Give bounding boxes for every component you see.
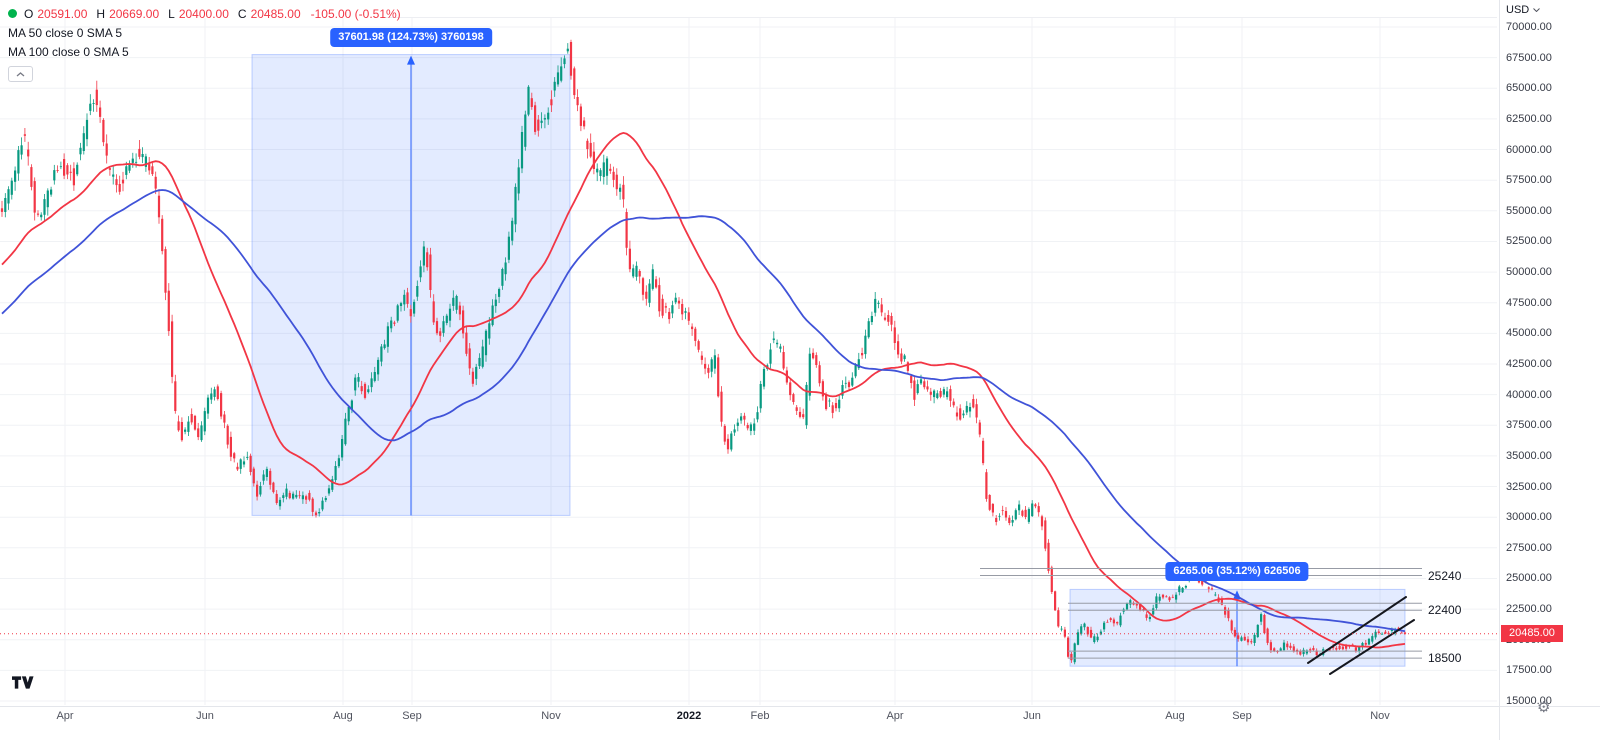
high-label: H (96, 6, 106, 21)
ohlc-row[interactable]: O 20591.00 H 20669.00 L 20400.00 C 20485.00 … (8, 6, 401, 21)
header-divider (383, 17, 1497, 18)
price-tick-label: 47500.00 (1506, 296, 1552, 309)
open-value: 20591.00 (37, 6, 88, 21)
close-label: C (237, 6, 247, 21)
time-tick-label[interactable]: Jun (1023, 710, 1041, 722)
settings-gear-icon[interactable]: ⚙ (1531, 697, 1556, 717)
price-axis-divider (1499, 0, 1500, 740)
measure-layer[interactable] (251, 54, 1406, 667)
time-tick-label[interactable]: Nov (541, 710, 561, 722)
price-tick-label: 57500.00 (1506, 174, 1552, 187)
price-tick-label: 35000.00 (1506, 449, 1552, 462)
price-tick-label: 55000.00 (1506, 204, 1552, 217)
price-tick-label: 37500.00 (1506, 419, 1552, 432)
price-tick-label: 17500.00 (1506, 664, 1552, 677)
price-tick-label: 62500.00 (1506, 112, 1552, 125)
price-tick-label: 32500.00 (1506, 480, 1552, 493)
candles-layer (0, 39, 1407, 665)
currency-selector[interactable]: USD (1506, 4, 1541, 16)
time-tick-label[interactable]: Aug (333, 710, 353, 722)
price-tick-label: 25000.00 (1506, 572, 1552, 585)
price-tick-label: 65000.00 (1506, 82, 1552, 95)
time-tick-label[interactable]: Sep (402, 710, 422, 722)
time-tick-label[interactable]: Sep (1232, 710, 1252, 722)
level-label-0[interactable]: 25240 (1426, 567, 1464, 584)
market-status-icon (8, 9, 17, 18)
currency-label: USD (1506, 4, 1530, 16)
ma-line-1 (1, 189, 1406, 633)
time-axis[interactable]: Apr Jun Aug Sep Nov 2022 Feb Apr Jun Aug Sep Nov (0, 710, 1500, 736)
chevron-up-icon (16, 71, 25, 76)
indicator-ma50-legend[interactable]: MA 50 close 0 SMA 5 (8, 26, 123, 40)
price-tick-label: 67500.00 (1506, 51, 1552, 64)
time-axis-divider (0, 706, 1600, 707)
chart-legend: O 20591.00 H 20669.00 L 20400.00 C 20485.00 … (8, 6, 401, 82)
price-tick-label: 42500.00 (1506, 358, 1552, 370)
price-tick-label: 50000.00 (1506, 266, 1552, 279)
time-tick-label[interactable]: Jun (196, 710, 214, 722)
price-tick-label: 70000.00 (1506, 21, 1552, 33)
measurement-label-1[interactable]: 6265.06 (35.12%) 626506 (1165, 562, 1309, 582)
level-label-2[interactable]: 18500 (1426, 650, 1464, 667)
price-tick-label: 27500.00 (1506, 541, 1552, 554)
price-tick-label: 30000.00 (1506, 511, 1552, 524)
close-value: 20485.00 (250, 6, 301, 21)
time-tick-label[interactable]: Apr (886, 710, 904, 722)
price-tick-label: 40000.00 (1506, 388, 1552, 401)
collapse-legend-button[interactable] (8, 66, 33, 82)
time-tick-label[interactable]: 2022 (676, 710, 702, 722)
price-tick-label: 60000.00 (1506, 143, 1552, 156)
low-label: L (168, 6, 175, 21)
tradingview-logo[interactable] (12, 676, 34, 694)
current-price-badge[interactable]: 20485.00 (1501, 624, 1563, 642)
time-tick-label[interactable]: Aug (1165, 710, 1185, 722)
tradingview-logo-icon (12, 676, 34, 689)
open-label: O (24, 6, 34, 21)
low-value: 20400.00 (178, 6, 229, 21)
price-tick-label: 52500.00 (1506, 235, 1552, 248)
time-tick-label[interactable]: Feb (750, 710, 770, 722)
price-tick-label: 22500.00 (1506, 603, 1552, 616)
ma-line-0 (1, 131, 1406, 649)
high-value: 20669.00 (109, 6, 160, 21)
measurement-label-0[interactable]: 37601.98 (124.73%) 3760198 (330, 27, 492, 47)
change-value: -105.00 (-0.51%) (310, 6, 401, 21)
ma-layer (1, 131, 1406, 649)
price-tick-label: 15000.00 (1506, 695, 1552, 707)
price-axis-ticks[interactable]: 70000.00 67500.00 65000.00 62500.00 60000.00… (1500, 0, 1600, 740)
time-tick-label[interactable]: Nov (1370, 710, 1390, 722)
time-tick-label[interactable]: Apr (56, 710, 74, 722)
price-tick-label: 45000.00 (1506, 327, 1552, 340)
level-label-1[interactable]: 22400 (1426, 602, 1464, 619)
indicator-ma100-legend[interactable]: MA 100 close 0 SMA 5 (8, 45, 129, 59)
chevron-down-icon (1533, 8, 1541, 12)
channel-layer[interactable] (1307, 596, 1415, 675)
